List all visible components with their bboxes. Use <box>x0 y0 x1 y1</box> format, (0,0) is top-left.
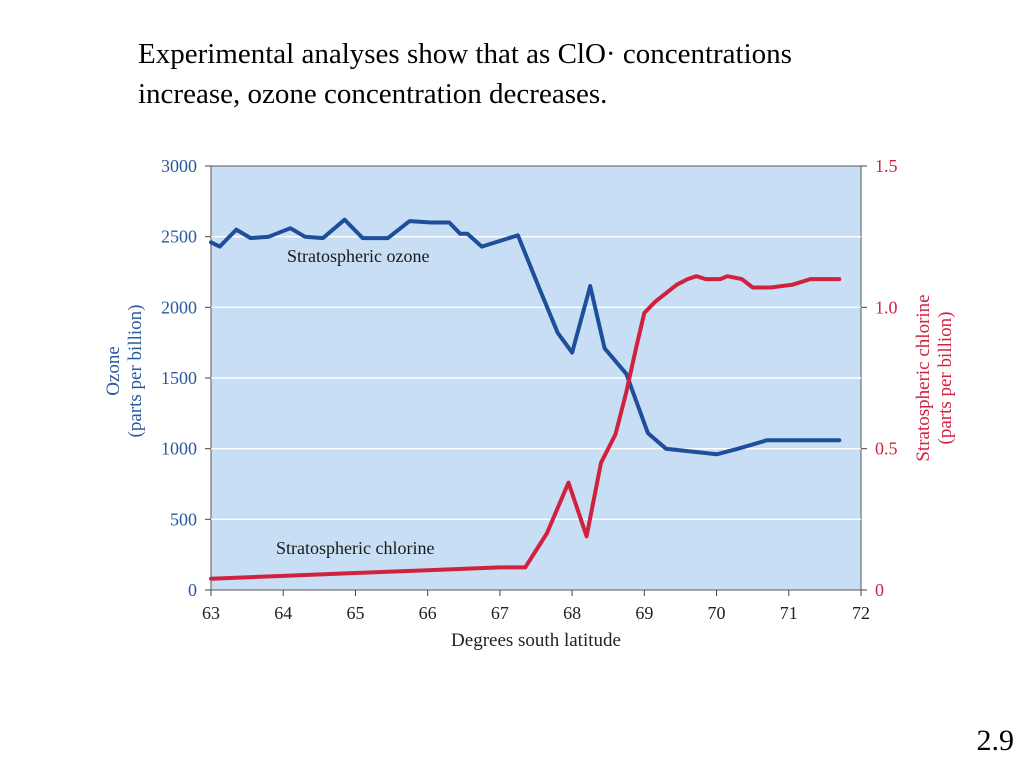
x-tick-label: 69 <box>635 603 653 623</box>
grid-lines <box>211 235 861 521</box>
x-tick-label: 63 <box>202 603 220 623</box>
right-axis-ticks: 0 0.5 1.0 1.5 <box>861 156 898 600</box>
right-axis-label-line-2: (parts per billion) <box>935 312 956 445</box>
x-tick-label: 72 <box>852 603 870 623</box>
right-tick-label: 0.5 <box>875 439 898 459</box>
left-axis-label-line-2: (parts per billion) <box>125 305 146 438</box>
slide-heading: Experimental analyses show that as ClO· … <box>138 34 938 114</box>
x-tick-label: 65 <box>346 603 364 623</box>
left-axis-label-line-1: Ozone <box>103 346 124 396</box>
right-tick-label: 0 <box>875 580 884 600</box>
chlorine-series-line <box>209 274 842 581</box>
left-tick-label: 1500 <box>161 368 197 388</box>
right-axis-label-line-1: Stratospheric chlorine <box>913 294 934 461</box>
heading-line-2: increase, ozone concentration decreases. <box>138 78 608 110</box>
x-tick-label: 70 <box>708 603 726 623</box>
x-tick-label: 64 <box>274 603 292 623</box>
right-tick-label: 1.5 <box>875 156 898 176</box>
left-tick-label: 3000 <box>161 156 197 176</box>
x-tick-label: 68 <box>563 603 581 623</box>
series-label-chlorine: Stratospheric chlorine <box>276 538 434 558</box>
left-tick-label: 2500 <box>161 227 197 247</box>
left-axis-ticks: 0 500 1000 1500 2000 2500 3000 <box>161 156 211 600</box>
left-tick-label: 2000 <box>161 297 197 317</box>
left-tick-label: 500 <box>170 509 197 529</box>
left-tick-label: 0 <box>188 580 197 600</box>
series-lines <box>209 217 842 581</box>
x-tick-label: 71 <box>780 603 798 623</box>
right-tick-label: 1.0 <box>875 297 898 317</box>
ozone-series-line <box>209 217 842 457</box>
x-axis-ticks: 63 64 65 66 67 68 69 70 71 72 <box>202 590 870 623</box>
x-axis-label: Degrees south latitude <box>451 630 621 651</box>
slide-number: 2.9 <box>976 724 1015 757</box>
series-label-ozone: Stratospheric ozone <box>287 246 429 266</box>
x-tick-label: 67 <box>491 603 509 623</box>
heading-line-1: Experimental analyses show that as ClO· … <box>138 38 792 70</box>
x-tick-label: 66 <box>419 603 437 623</box>
left-tick-label: 1000 <box>161 439 197 459</box>
